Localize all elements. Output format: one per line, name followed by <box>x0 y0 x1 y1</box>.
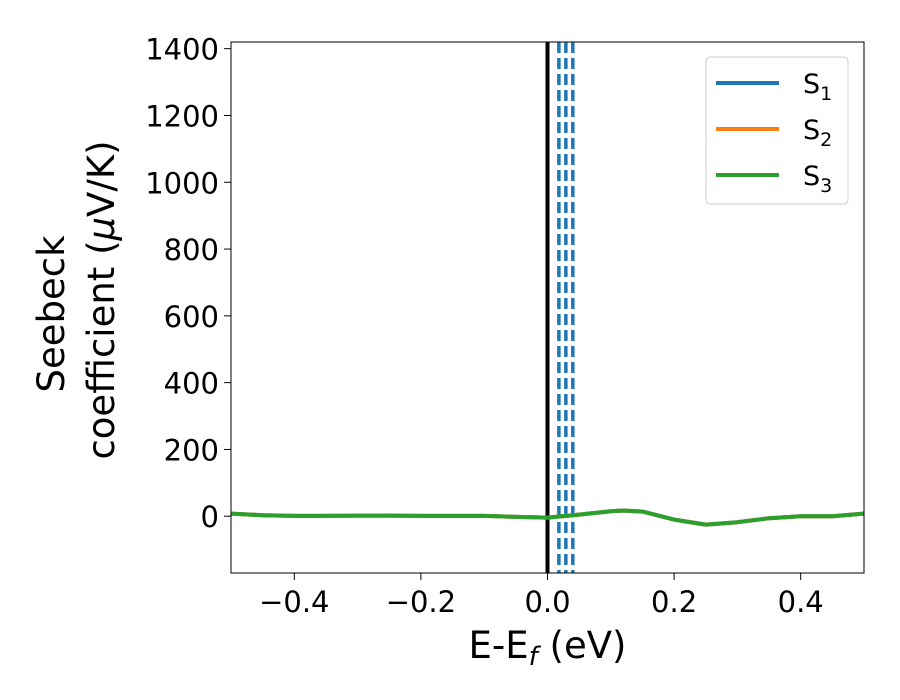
legend-label-S1: S1 <box>803 69 832 105</box>
y-axis: 0 200 400 600 800 1000 1200 1400 <box>145 33 231 534</box>
y-axis-label-line1: Seebeck <box>30 235 73 393</box>
y-tick-label: 800 <box>164 233 219 267</box>
y-tick-label: 1200 <box>145 99 219 133</box>
y-tick-label: 0 <box>201 500 219 534</box>
series-line-S3 <box>231 508 864 527</box>
x-tick-label: −0.2 <box>386 585 456 619</box>
x-tick-label: −0.4 <box>259 585 329 619</box>
x-tick-label: 0.4 <box>778 585 824 619</box>
y-tick-label: 600 <box>164 300 219 334</box>
y-axis-label: Seebeck coefficient (μV/K) <box>30 140 123 459</box>
y-tick-label: 1000 <box>145 166 219 200</box>
x-axis-label: E-Ef (eV) <box>469 624 627 672</box>
x-axis: −0.4 −0.2 0.0 0.2 0.4 <box>259 573 824 619</box>
y-axis-label-line2: coefficient (μV/K) <box>80 140 123 459</box>
legend-label-S2: S2 <box>803 115 832 151</box>
x-tick-label: 0.2 <box>651 585 697 619</box>
y-tick-label: 400 <box>164 367 219 401</box>
legend-label-S3: S3 <box>803 161 832 197</box>
y-tick-label: 200 <box>164 433 219 467</box>
plot-area <box>231 42 864 573</box>
y-tick-label: 1400 <box>145 33 219 67</box>
legend: S1 S2 S3 <box>705 56 849 205</box>
x-tick-label: 0.0 <box>524 585 570 619</box>
